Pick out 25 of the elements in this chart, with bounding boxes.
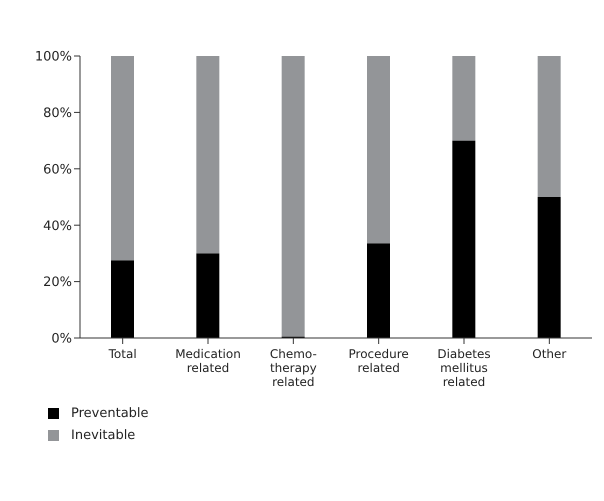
x-tick-label: Other [532,347,566,361]
bar [538,56,561,197]
x-tick-label: Procedure related [348,347,409,375]
bar [111,56,134,260]
y-tick-label: 40% [43,218,72,234]
y-tick-label: 20% [43,275,72,290]
bar [111,260,134,338]
y-tick-label: 100% [34,50,72,65]
y-tick-label: 80% [43,106,72,122]
y-tick-label: 60% [43,162,72,178]
bar [452,56,476,141]
x-tick-label: Total [108,347,137,361]
bar [538,197,561,338]
x-tick-label: Diabetes mellitus related [437,347,491,389]
legend-label: Preventable [71,406,149,420]
x-tick-label: Chemo- therapy related [270,347,317,389]
bar [452,140,476,338]
bar [282,56,305,337]
legend-label: Inevitable [71,428,136,442]
bar [196,56,220,254]
y-tick-label: 0% [51,332,72,347]
bar [196,253,220,338]
bar [367,244,390,338]
bar [367,56,390,244]
x-tick-label: Medication related [175,347,241,375]
